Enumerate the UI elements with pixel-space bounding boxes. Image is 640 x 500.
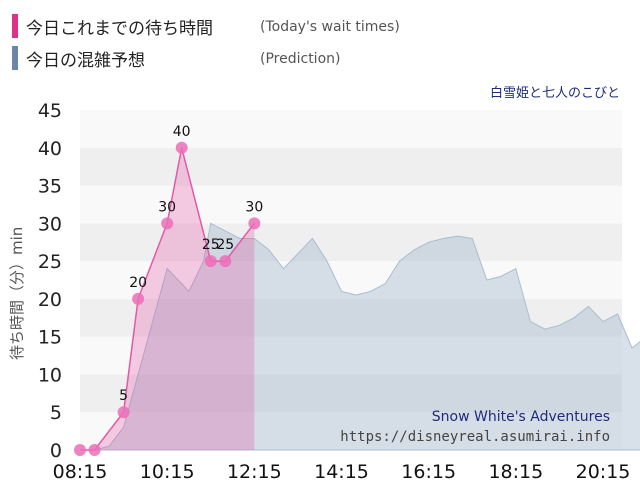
grid-band xyxy=(80,223,622,262)
x-tick-label: 12:15 xyxy=(227,461,282,483)
y-tick-label: 0 xyxy=(50,440,62,462)
x-tick-label: 08:15 xyxy=(53,461,108,483)
legend-swatch-prediction xyxy=(12,46,18,70)
y-tick-label: 25 xyxy=(38,251,62,273)
y-tick-label: 30 xyxy=(38,213,62,235)
today-point xyxy=(117,406,130,419)
legend-note-prediction: (Prediction) xyxy=(260,51,341,67)
y-tick-label: 20 xyxy=(38,289,62,311)
y-axis-ticks: 0 5 10 15 20 25 30 35 40 45 xyxy=(38,100,62,462)
legend-item-prediction: 今日の混雑予想 (Prediction) xyxy=(8,46,428,72)
today-point xyxy=(88,444,101,456)
data-label: 30 xyxy=(158,199,176,215)
x-tick-label: 16:15 xyxy=(401,461,456,483)
today-point xyxy=(74,444,86,456)
x-tick-label: 10:15 xyxy=(140,461,195,483)
watermark-title: Snow White's Adventures xyxy=(432,409,610,425)
x-axis-ticks: 08:15 10:15 12:15 14:15 16:15 18:15 20:15 xyxy=(53,461,631,483)
today-point xyxy=(204,255,217,268)
today-point xyxy=(175,141,188,154)
data-label: 30 xyxy=(245,199,263,215)
grid-bands xyxy=(80,110,622,450)
today-point xyxy=(248,217,261,230)
legend-label-today: 今日これまでの待ち時間 xyxy=(26,19,213,39)
prediction-series xyxy=(80,222,640,451)
y-axis-label: 待ち時間（分）min xyxy=(8,227,26,360)
x-tick-label: 20:15 xyxy=(576,461,631,483)
data-label: 40 xyxy=(173,124,191,140)
data-label: 25 xyxy=(216,237,234,253)
y-tick-label: 45 xyxy=(38,100,62,122)
today-area xyxy=(80,147,255,450)
grid-band xyxy=(80,110,622,148)
attraction-name: 白雪姫と七人のこびと xyxy=(489,86,620,101)
legend-item-today: 今日これまでの待ち時間 (Today's wait times) xyxy=(8,14,428,40)
today-point xyxy=(132,292,145,305)
legend-swatch-today xyxy=(12,14,18,38)
data-label: 20 xyxy=(129,275,147,291)
grid-band xyxy=(80,412,622,450)
y-tick-label: 5 xyxy=(50,402,62,424)
x-tick-label: 14:15 xyxy=(314,461,369,483)
y-tick-label: 15 xyxy=(38,327,62,349)
legend-note-today: (Today's wait times) xyxy=(260,19,400,35)
y-tick-label: 10 xyxy=(38,364,62,386)
grid-band xyxy=(80,374,622,413)
grid-band xyxy=(80,261,622,299)
prediction-area xyxy=(80,222,640,451)
legend-label-prediction: 今日の混雑予想 xyxy=(26,51,145,71)
today-point xyxy=(161,217,174,230)
grid-band xyxy=(80,147,622,186)
y-tick-label: 40 xyxy=(38,138,62,160)
grid-band xyxy=(80,298,622,337)
watermark-url: https://disneyreal.asumirai.info xyxy=(340,429,610,445)
y-tick-label: 35 xyxy=(38,176,62,198)
x-tick-label: 18:15 xyxy=(488,461,543,483)
today-point xyxy=(219,255,232,268)
data-label: 5 xyxy=(119,388,128,404)
grid-band xyxy=(80,336,622,375)
data-label: 25 xyxy=(202,237,220,253)
